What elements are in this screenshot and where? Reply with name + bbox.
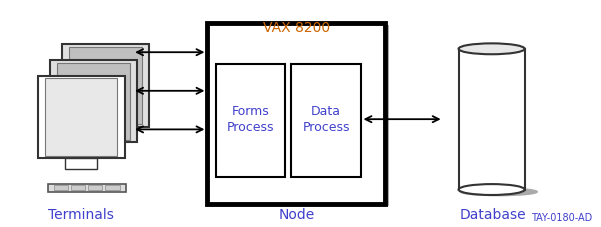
FancyBboxPatch shape bbox=[69, 47, 142, 124]
FancyBboxPatch shape bbox=[54, 185, 68, 190]
FancyBboxPatch shape bbox=[57, 63, 130, 140]
FancyBboxPatch shape bbox=[78, 143, 109, 153]
FancyBboxPatch shape bbox=[71, 185, 85, 190]
Polygon shape bbox=[459, 49, 525, 190]
FancyBboxPatch shape bbox=[50, 60, 136, 143]
FancyBboxPatch shape bbox=[212, 25, 389, 206]
FancyBboxPatch shape bbox=[88, 185, 102, 190]
Text: TAY-0180-AD: TAY-0180-AD bbox=[531, 213, 592, 223]
Ellipse shape bbox=[459, 184, 525, 195]
FancyBboxPatch shape bbox=[66, 158, 97, 169]
FancyBboxPatch shape bbox=[291, 64, 361, 177]
Text: VAX 8200: VAX 8200 bbox=[263, 21, 330, 35]
Ellipse shape bbox=[460, 188, 537, 196]
FancyBboxPatch shape bbox=[48, 184, 126, 192]
FancyBboxPatch shape bbox=[216, 64, 285, 177]
FancyBboxPatch shape bbox=[62, 44, 149, 127]
Text: Forms
Process: Forms Process bbox=[227, 105, 275, 134]
Text: Node: Node bbox=[278, 207, 314, 222]
FancyBboxPatch shape bbox=[90, 127, 121, 137]
Text: Terminals: Terminals bbox=[48, 207, 114, 222]
FancyBboxPatch shape bbox=[45, 79, 118, 156]
FancyBboxPatch shape bbox=[106, 185, 120, 190]
Text: Database: Database bbox=[460, 207, 526, 222]
FancyBboxPatch shape bbox=[38, 76, 125, 158]
Ellipse shape bbox=[459, 43, 525, 54]
FancyBboxPatch shape bbox=[207, 23, 385, 204]
Text: Data
Process: Data Process bbox=[302, 105, 350, 134]
